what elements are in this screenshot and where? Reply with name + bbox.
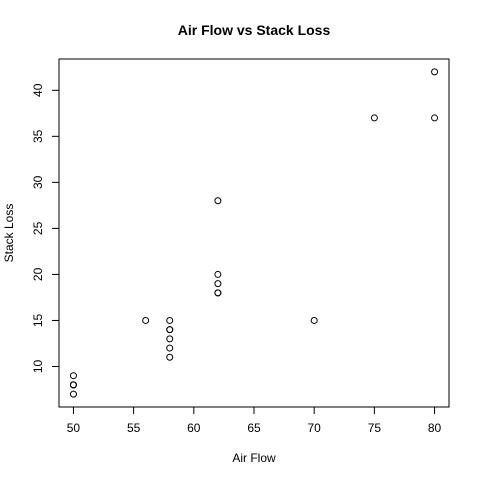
data-point xyxy=(214,197,222,205)
data-point xyxy=(69,372,77,380)
data-point xyxy=(69,390,77,398)
data-point xyxy=(370,114,378,122)
data-point xyxy=(69,381,77,389)
plot-frame xyxy=(58,58,450,408)
x-tick-label: 70 xyxy=(308,421,322,435)
data-point xyxy=(214,270,222,278)
data-point xyxy=(310,316,318,324)
chart-title: Air Flow vs Stack Loss xyxy=(178,22,331,38)
x-axis-label: Air Flow xyxy=(232,451,276,465)
x-tick-label: 60 xyxy=(187,421,201,435)
data-point xyxy=(166,326,174,334)
x-tick-label: 80 xyxy=(428,421,442,435)
y-tick-label: 40 xyxy=(31,83,45,97)
y-tick-label: 20 xyxy=(31,267,45,281)
y-tick-label: 35 xyxy=(31,129,45,143)
data-point xyxy=(166,353,174,361)
x-tick-label: 50 xyxy=(67,421,81,435)
data-points xyxy=(69,68,439,398)
y-tick-label: 15 xyxy=(31,313,45,327)
y-axis-label: Stack Loss xyxy=(2,204,16,263)
data-point xyxy=(166,344,174,352)
data-point xyxy=(142,316,150,324)
data-point xyxy=(214,289,222,297)
data-point xyxy=(214,280,222,288)
y-tick-label: 30 xyxy=(31,175,45,189)
x-tick-label: 55 xyxy=(127,421,141,435)
x-tick-label: 75 xyxy=(368,421,382,435)
y-tick-label: 25 xyxy=(31,221,45,235)
x-tick-label: 65 xyxy=(247,421,261,435)
y-axis: 10 15 20 25 30 35 40 xyxy=(31,83,60,373)
data-point xyxy=(166,335,174,343)
data-point xyxy=(431,114,439,122)
data-point xyxy=(431,68,439,76)
x-axis: 50 55 60 65 70 75 80 xyxy=(67,406,442,435)
y-tick-label: 10 xyxy=(31,359,45,373)
data-point xyxy=(166,316,174,324)
